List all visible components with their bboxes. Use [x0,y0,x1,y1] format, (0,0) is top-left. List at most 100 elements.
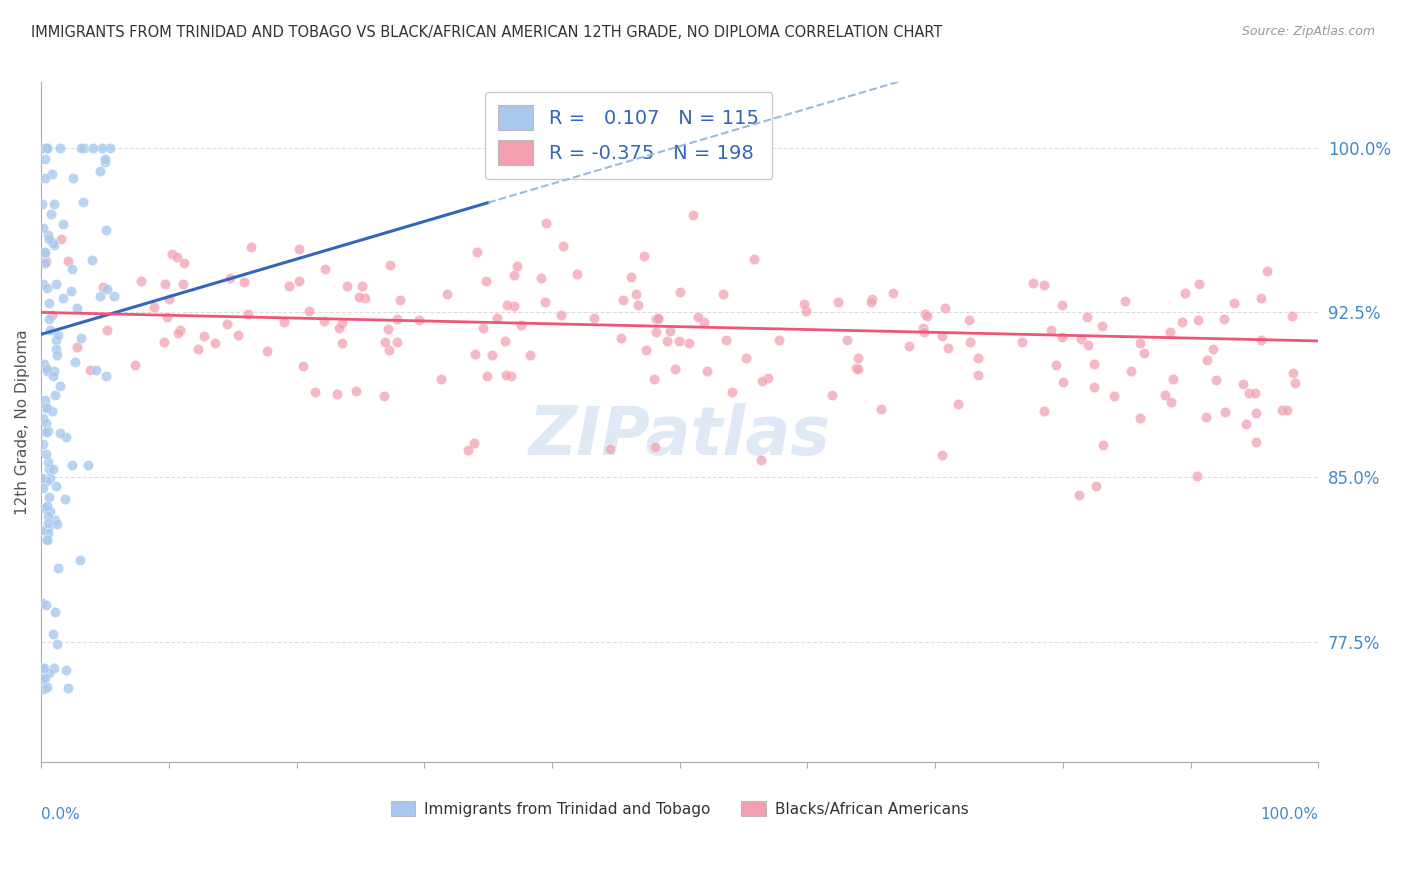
Point [349,291,371,305]
Point [44,197,66,211]
Point [58,254,80,268]
Point [32,500,55,515]
Point [1083,380,1105,394]
Point [1197,353,1219,368]
Point [495,368,517,382]
Point [45,479,67,493]
Point [429,372,451,386]
Point [326,386,349,401]
Point [1050,330,1073,344]
Point [124,358,146,372]
Point [32,245,55,260]
Point [931,328,953,343]
Point [938,341,960,355]
Point [1188,277,1211,292]
Point [1067,488,1090,502]
Point [53,491,76,506]
Point [350,279,373,293]
Point [34,171,56,186]
Point [550,308,572,322]
Point [38,462,60,476]
Point [551,239,574,253]
Point [41,369,63,384]
Point [44,660,66,674]
Point [1091,319,1114,334]
Point [45,277,67,291]
Point [153,277,176,291]
Point [34,357,56,371]
Point [1275,403,1298,417]
Text: 0.0%: 0.0% [41,806,80,822]
Point [37,508,59,523]
Text: Source: ZipAtlas.com: Source: ZipAtlas.com [1241,25,1375,38]
Point [1271,402,1294,417]
Point [304,384,326,399]
Point [60,262,83,277]
Point [157,292,180,306]
Point [1185,469,1208,483]
Point [503,268,526,283]
Point [463,436,485,450]
Point [408,313,430,327]
Point [84,363,107,377]
Point [1244,435,1267,450]
Point [1083,358,1105,372]
Point [69,331,91,345]
Point [37,364,59,378]
Point [31,141,53,155]
Point [41,167,63,181]
Point [1250,333,1272,347]
Point [42,462,65,476]
Point [238,307,260,321]
Point [41,308,63,322]
Point [291,359,314,373]
Point [55,664,77,678]
Point [31,437,53,451]
Point [30,471,52,485]
Point [142,300,165,314]
Point [1129,410,1152,425]
Point [496,298,519,312]
Point [793,297,815,311]
Point [682,208,704,222]
Point [38,665,60,680]
Point [1234,417,1257,431]
Point [711,287,734,301]
Point [37,141,59,155]
Point [612,293,634,308]
Point [530,271,553,285]
Point [860,295,883,310]
Point [32,481,55,495]
Point [655,334,678,349]
Point [1040,323,1063,337]
Point [298,304,321,318]
Point [31,661,53,675]
Point [218,270,240,285]
Point [957,313,980,327]
Point [82,253,104,268]
Point [465,245,488,260]
Point [60,458,83,472]
Text: IMMIGRANTS FROM TRINIDAD AND TOBAGO VS BLACK/AFRICAN AMERICAN 12TH GRADE, NO DIP: IMMIGRANTS FROM TRINIDAD AND TOBAGO VS B… [31,25,942,40]
Point [1132,346,1154,360]
Point [37,424,59,438]
Point [678,336,700,351]
Point [519,348,541,362]
Point [98,141,121,155]
Text: 100.0%: 100.0% [1260,806,1319,822]
Point [870,402,893,417]
Point [82,141,104,155]
Point [226,328,249,343]
Point [845,361,868,376]
Point [1085,478,1108,492]
Point [166,250,188,264]
Point [1284,376,1306,390]
Point [1032,278,1054,293]
Point [1114,294,1136,309]
Point [1077,338,1099,352]
Point [96,282,118,296]
Point [1160,395,1182,409]
Point [647,311,669,326]
Point [457,443,479,458]
Point [44,388,66,402]
